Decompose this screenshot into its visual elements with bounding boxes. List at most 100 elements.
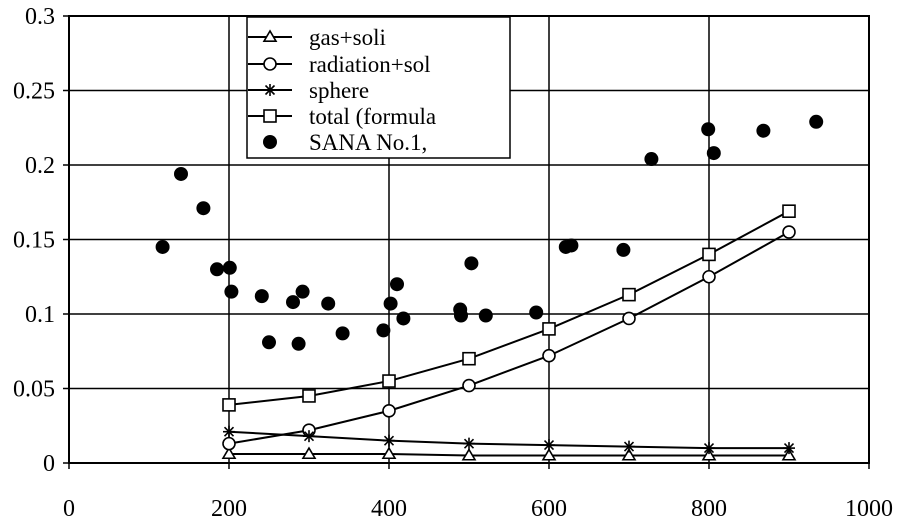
filled-circle-marker xyxy=(464,256,479,271)
square-marker xyxy=(702,247,716,262)
filled-circle-marker xyxy=(295,284,310,299)
legend-label: radiation+sol xyxy=(309,52,431,77)
asterisk-stroke xyxy=(223,426,235,437)
circle-marker xyxy=(542,348,556,363)
x-tick-label: 0 xyxy=(63,496,75,522)
y-tick-label: 0.1 xyxy=(25,302,55,328)
asterisk-marker xyxy=(264,84,276,96)
asterisk-stroke xyxy=(264,84,276,96)
series-line xyxy=(228,210,790,406)
triangle-marker xyxy=(461,447,477,461)
series-layer xyxy=(155,114,824,461)
asterisk-stroke xyxy=(383,435,395,446)
asterisk-marker xyxy=(543,439,555,452)
filled-circle-marker xyxy=(263,135,277,149)
axis-ticks: 0 200 400 600 800 1000 0 0.05 0.1 0.15 0.2 0.25 0.3 xyxy=(13,4,893,522)
filled-circle-marker xyxy=(321,296,336,311)
legend-label: gas+soli xyxy=(309,25,386,50)
asterisk-marker xyxy=(303,430,315,443)
square-marker xyxy=(302,389,316,403)
circle-marker xyxy=(263,57,277,71)
y-tick-label: 0.3 xyxy=(25,4,55,30)
filled-circle-marker xyxy=(335,326,350,341)
y-tick-label: 0 xyxy=(43,451,55,477)
legend-label: total (formula xyxy=(309,104,436,129)
asterisk-marker xyxy=(783,442,795,455)
filled-circle-marker xyxy=(254,289,269,304)
y-tick-label: 0.25 xyxy=(13,79,55,105)
filled-circle-marker xyxy=(478,308,493,323)
y-tick-label: 0.05 xyxy=(13,377,55,403)
x-tick-label: 200 xyxy=(211,496,247,522)
filled-circle-marker xyxy=(224,284,239,299)
asterisk-marker xyxy=(383,434,395,447)
filled-circle-marker xyxy=(210,262,224,277)
filled-circle-marker xyxy=(196,201,211,216)
filled-circle-marker xyxy=(454,308,468,323)
circle-marker xyxy=(702,269,716,284)
filled-circle-marker xyxy=(174,166,188,181)
triangle-marker xyxy=(781,447,797,461)
asterisk-stroke xyxy=(543,440,555,451)
asterisk-stroke xyxy=(303,431,315,442)
filled-circle-marker xyxy=(564,238,579,253)
filled-circle-marker xyxy=(701,122,716,137)
filled-circle-marker xyxy=(383,296,398,311)
circle-marker xyxy=(782,225,796,239)
circle-marker xyxy=(382,404,396,418)
filled-circle-marker xyxy=(376,323,391,338)
filled-circle-marker xyxy=(616,242,631,257)
square-marker xyxy=(222,398,236,412)
asterisk-marker xyxy=(703,442,715,455)
filled-circle-marker xyxy=(809,114,824,129)
filled-circle-marker xyxy=(396,311,411,326)
square-marker xyxy=(382,374,396,388)
asterisk-marker xyxy=(623,440,635,453)
asterisk-stroke xyxy=(463,438,475,449)
circle-marker xyxy=(222,436,236,451)
circle-marker xyxy=(462,378,476,393)
asterisk-stroke xyxy=(783,443,795,454)
series-line xyxy=(228,231,790,445)
square-marker xyxy=(462,351,476,366)
asterisk-stroke xyxy=(623,441,635,452)
triangle-marker xyxy=(621,447,637,461)
filled-circle-marker xyxy=(756,123,771,138)
legend-box xyxy=(246,16,511,159)
filled-circle-marker xyxy=(286,295,300,310)
series-0 xyxy=(221,446,797,461)
filled-circle-marker xyxy=(529,305,544,320)
triangle-marker xyxy=(221,446,237,460)
legend-label: sphere xyxy=(309,78,369,103)
triangle-marker xyxy=(541,447,557,461)
filled-circle-marker xyxy=(291,336,306,351)
circle-marker xyxy=(622,311,636,326)
triangle-marker xyxy=(381,446,397,460)
square-marker xyxy=(782,204,796,218)
legend-label: SANA No.1, xyxy=(309,130,427,155)
triangle-marker xyxy=(301,446,317,460)
asterisk-marker xyxy=(463,437,475,450)
triangle-marker xyxy=(262,29,278,43)
asterisk-marker xyxy=(223,425,235,438)
series-2 xyxy=(223,425,795,455)
triangle-marker xyxy=(701,447,717,461)
square-marker xyxy=(542,322,556,336)
filled-circle-marker xyxy=(262,335,276,350)
x-tick-label: 800 xyxy=(691,496,727,522)
square-marker xyxy=(263,109,277,123)
y-tick-label: 0.15 xyxy=(13,228,55,254)
x-tick-label: 600 xyxy=(531,496,567,522)
series-line xyxy=(229,453,789,457)
x-tick-label: 1000 xyxy=(845,496,893,522)
filled-circle-marker xyxy=(390,277,404,292)
filled-circle-marker xyxy=(222,260,237,275)
y-tick-label: 0.2 xyxy=(25,153,55,179)
square-marker xyxy=(622,287,636,302)
series-line xyxy=(228,430,789,450)
series-3 xyxy=(222,204,796,412)
series-4 xyxy=(155,114,824,351)
filled-circle-marker xyxy=(155,239,170,254)
